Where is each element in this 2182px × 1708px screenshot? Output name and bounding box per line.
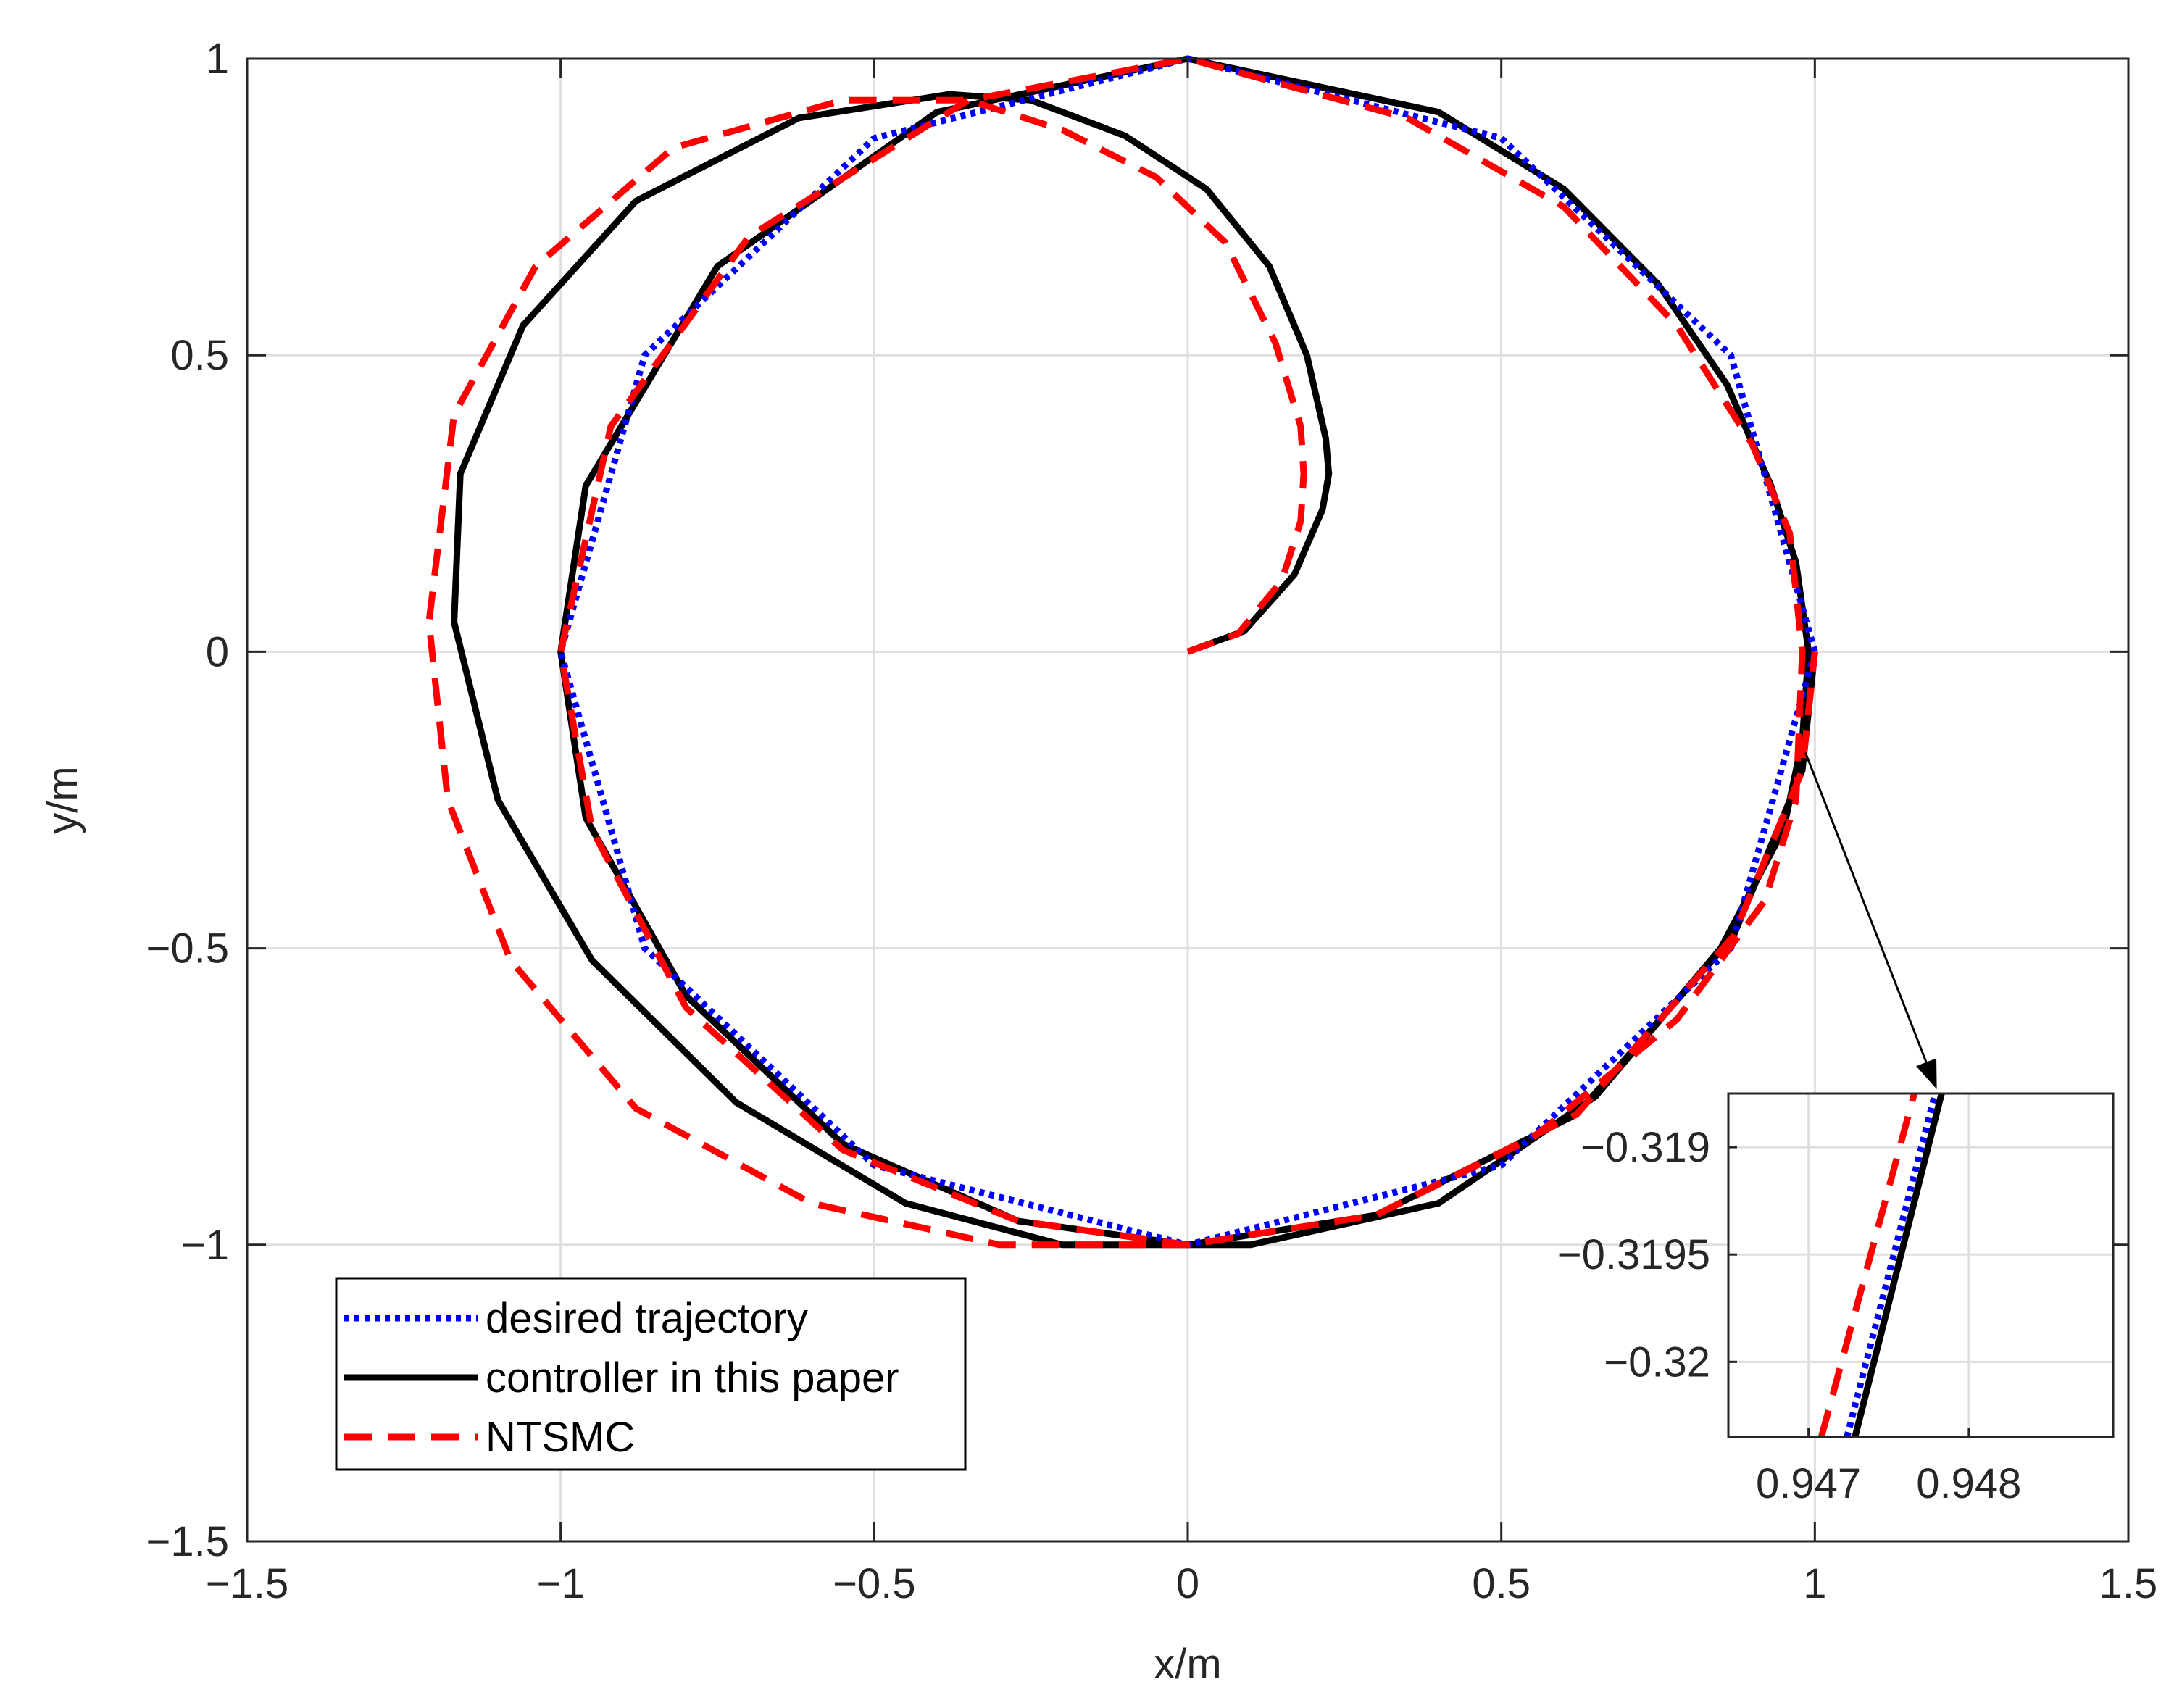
y-tick-label: −1.5 (146, 1518, 230, 1565)
inset-tick-labels: 0.947 0.948 −0.319 −0.3195 −0.32 (1557, 1124, 2022, 1507)
inset-series (1817, 1092, 1945, 1438)
legend: desired trajectory controller in this pa… (335, 1277, 967, 1471)
inset-ticks (1728, 1146, 1970, 1437)
x-tick-label: 1 (1803, 1560, 1826, 1607)
inset-series-desired-trajectory (1844, 1092, 1939, 1438)
main-tick-labels: −1.5 −1 −0.5 0 0.5 1 1.5 −1.5 −1 −0.5 0 0.5 1 (146, 36, 2158, 1607)
x-tick-label: −1 (537, 1560, 585, 1607)
inset-x-tick-label: 0.948 (1916, 1460, 2021, 1507)
series-controller-in-this-paper (451, 55, 1818, 1249)
main-ticks (246, 57, 2130, 1543)
x-axis-label: x/m (1154, 1641, 1221, 1688)
x-tick-label: −0.5 (833, 1560, 916, 1607)
main-series (425, 55, 1818, 1249)
inset-y-tick-label: −0.319 (1581, 1124, 1710, 1171)
inset-series-ntsmc (1817, 1092, 1917, 1438)
y-tick-label: 1 (206, 36, 229, 83)
inset-x-tick-label: 0.947 (1756, 1460, 1861, 1507)
annotation-arrow-line (1804, 751, 1928, 1063)
y-tick-label: 0 (206, 628, 229, 675)
inset-series-controller-in-this-paper (1852, 1092, 1945, 1438)
legend-label-desired: desired trajectory (486, 1295, 808, 1342)
inset-plot-area (1728, 1093, 2113, 1437)
series-ntsmc (425, 55, 1818, 1249)
y-tick-label: −1 (181, 1222, 229, 1269)
x-tick-label: 1.5 (2099, 1560, 2158, 1607)
x-tick-label: 0 (1176, 1560, 1199, 1607)
inset-y-tick-label: −0.32 (1604, 1338, 1710, 1386)
annotation-arrow-head (1916, 1058, 1937, 1089)
annotation-arrow (1804, 751, 1937, 1089)
legend-label-ntsmc: NTSMC (486, 1414, 635, 1461)
y-tick-label: −0.5 (146, 925, 230, 972)
y-axis-label: y/m (39, 766, 86, 833)
y-tick-label: 0.5 (170, 332, 229, 379)
x-tick-label: 0.5 (1472, 1560, 1531, 1607)
inset-axes: 0.947 0.948 −0.319 −0.3195 −0.32 (1557, 1092, 2115, 1507)
inset-y-tick-label: −0.3195 (1557, 1231, 1710, 1278)
series-desired-trajectory (557, 55, 1818, 1249)
inset-axes-box (1727, 1092, 2115, 1438)
x-tick-label: −1.5 (206, 1560, 289, 1607)
legend-label-controller: controller in this paper (486, 1354, 899, 1401)
